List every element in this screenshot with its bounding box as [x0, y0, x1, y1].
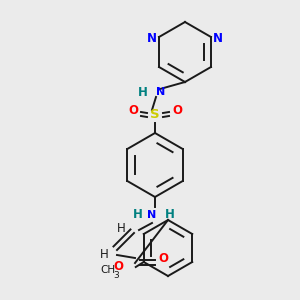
Text: S: S — [150, 109, 160, 122]
Text: O: O — [172, 103, 182, 116]
Text: H: H — [138, 85, 148, 98]
Text: O: O — [128, 103, 138, 116]
Text: CH: CH — [100, 265, 115, 275]
Text: 3: 3 — [113, 271, 118, 280]
Text: O: O — [114, 260, 124, 274]
Text: N: N — [213, 32, 223, 46]
Text: H: H — [165, 208, 175, 221]
Text: N: N — [147, 210, 157, 220]
Text: O: O — [158, 251, 168, 265]
Text: H: H — [100, 248, 109, 262]
Text: H: H — [133, 208, 143, 221]
Text: H: H — [117, 221, 126, 235]
Text: N: N — [156, 87, 165, 97]
Text: N: N — [147, 32, 157, 46]
